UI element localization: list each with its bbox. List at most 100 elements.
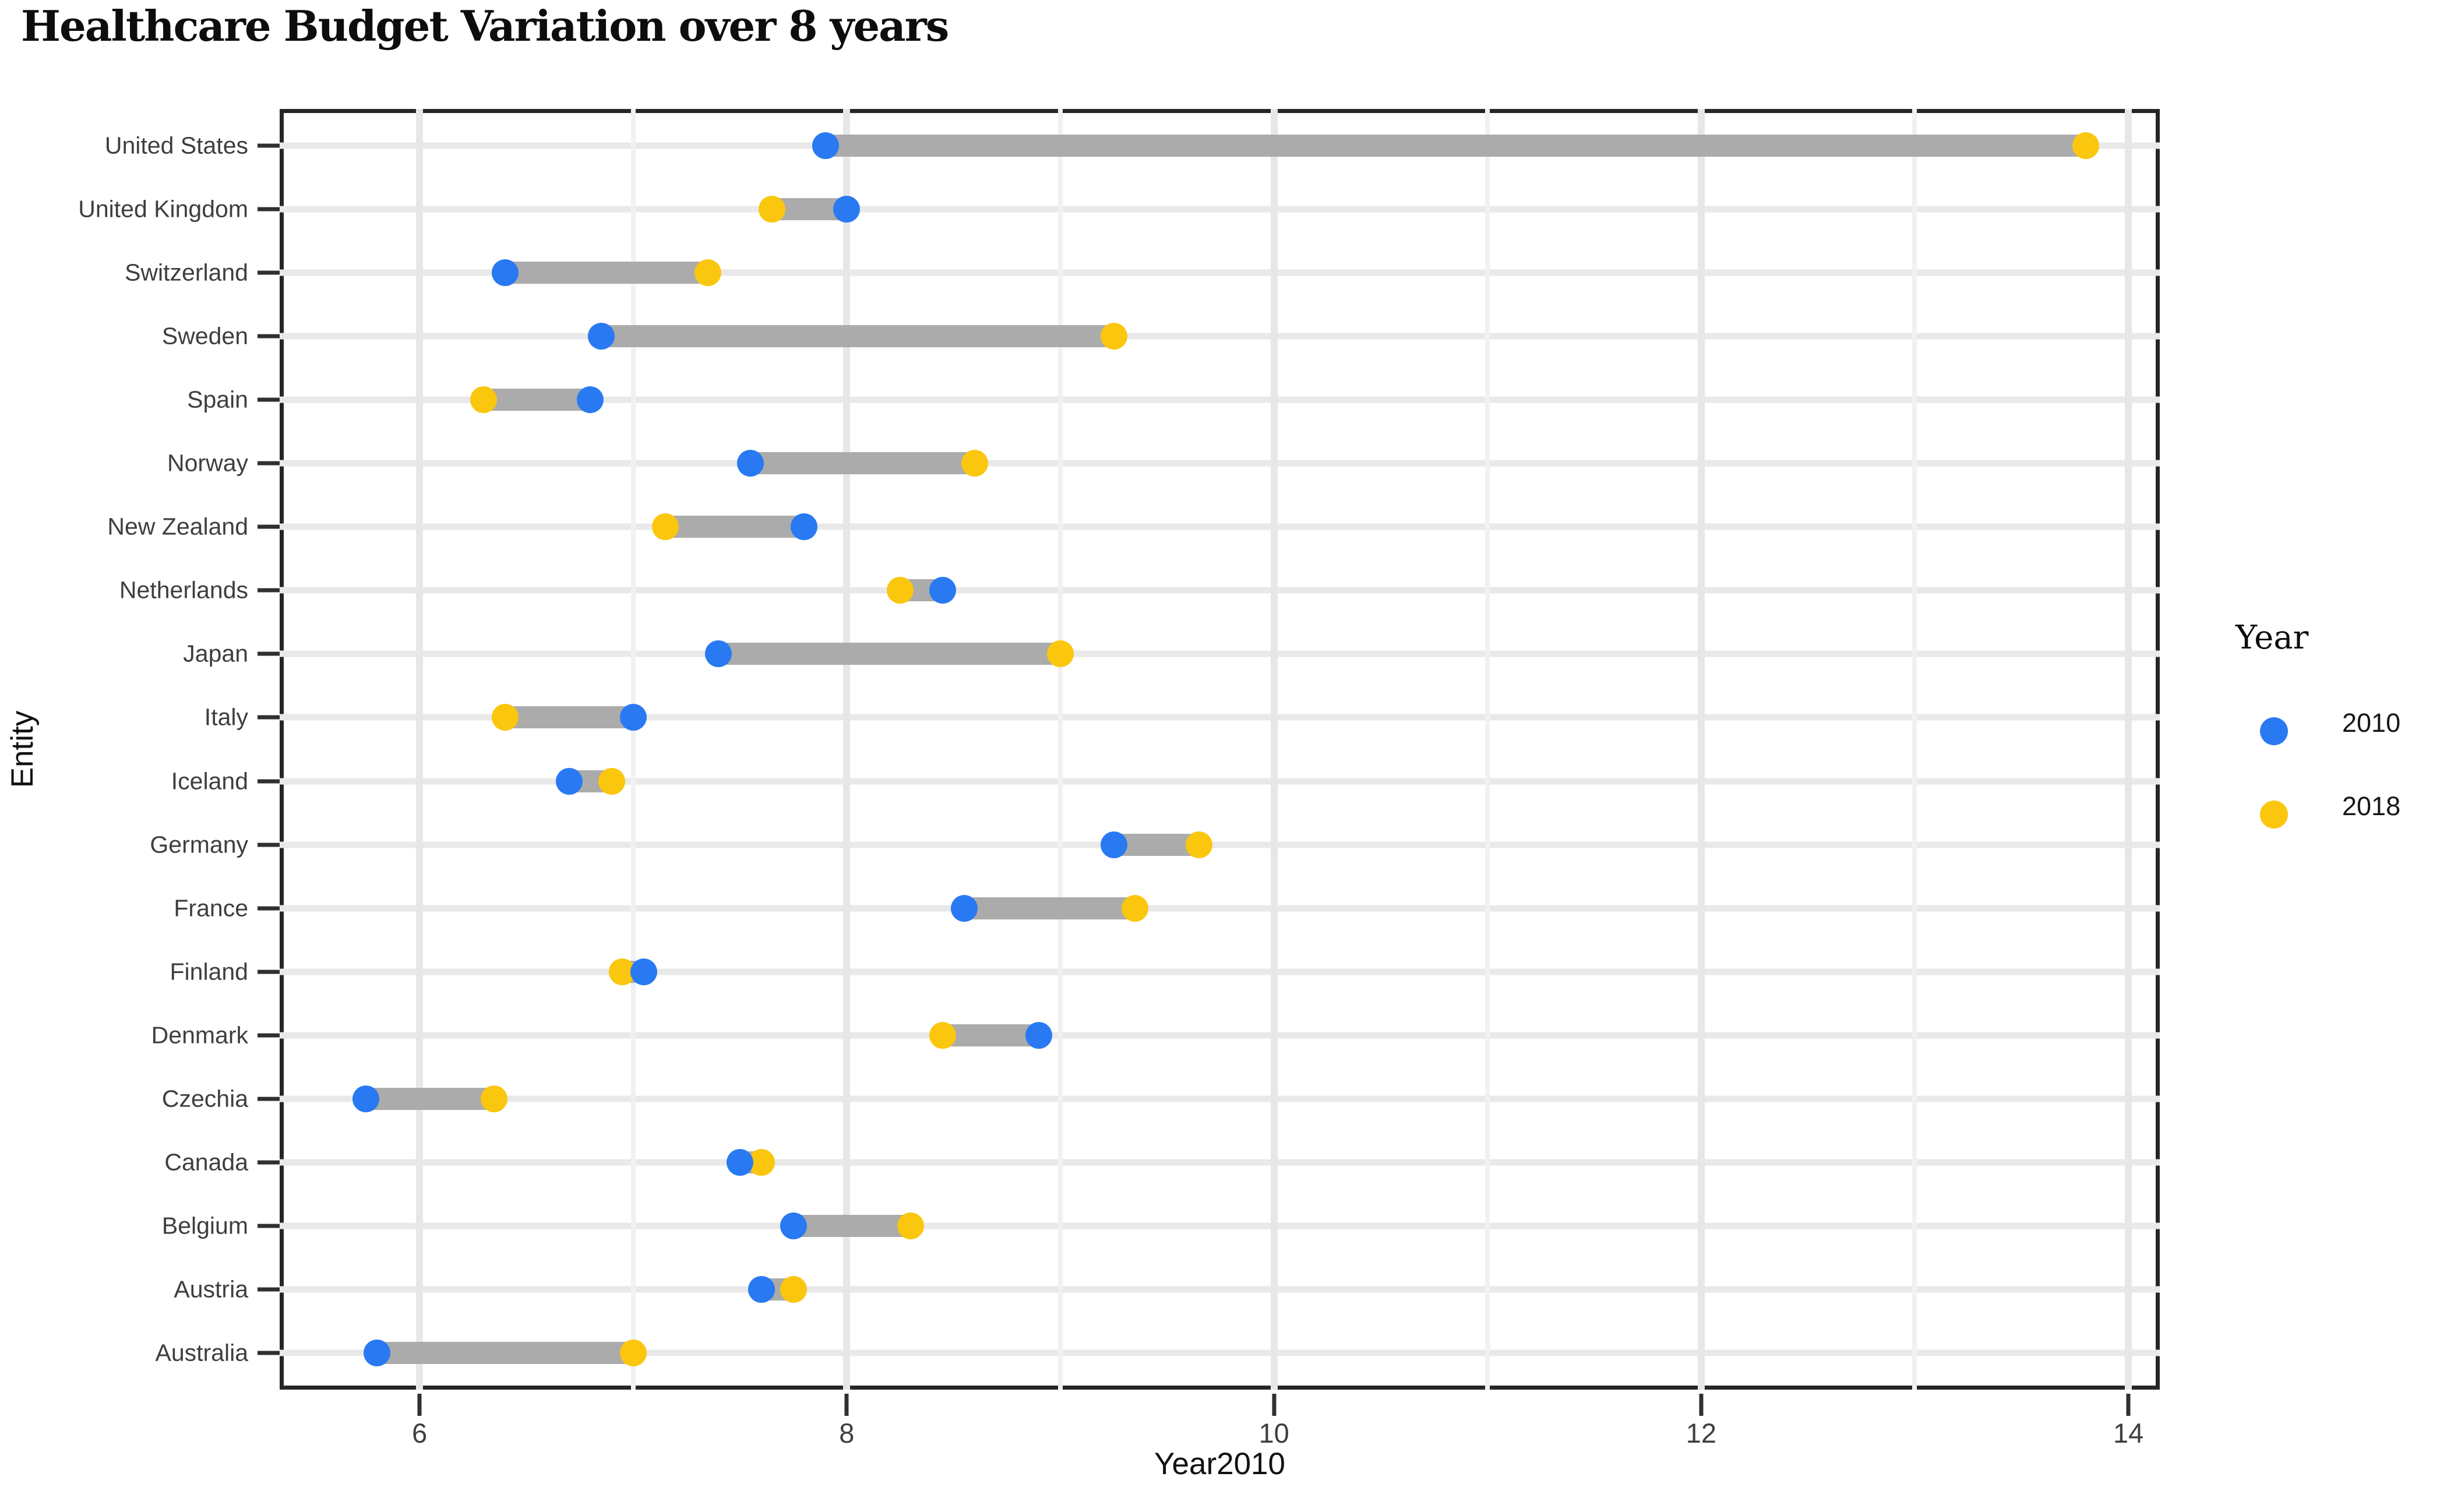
- y-axis-label: New Zealand: [107, 513, 248, 540]
- dumbbell-segment: [718, 643, 1060, 665]
- dot-2018: [897, 1212, 925, 1239]
- dot-2010: [812, 132, 839, 159]
- y-axis-label: France: [174, 894, 248, 922]
- legend-item-label: 2018: [2342, 791, 2401, 821]
- x-axis: 6 8 10 12 14: [280, 1394, 2160, 1487]
- y-axis-label: Spain: [187, 386, 248, 413]
- x-axis-tick-label: 8: [839, 1418, 855, 1448]
- row-gridline: [280, 587, 2160, 594]
- legend-dot-2018: [2260, 801, 2288, 829]
- dot-2010: [748, 1275, 775, 1303]
- y-axis-label: Italy: [204, 703, 248, 731]
- y-axis-label: Sweden: [161, 322, 248, 350]
- y-axis-title: Entity: [5, 672, 40, 788]
- dot-2010: [833, 196, 861, 223]
- y-axis-tick: [258, 970, 280, 974]
- y-axis-label: Germany: [150, 831, 248, 858]
- chart-title: Healthcare Budget Variation over 8 years: [21, 1, 949, 51]
- dot-2018: [491, 704, 519, 731]
- y-axis-label: United Kingdom: [78, 195, 248, 223]
- dot-2018: [929, 1021, 957, 1049]
- dumbbell-segment: [665, 516, 805, 538]
- dot-2018: [780, 1275, 807, 1303]
- x-axis-tick: [417, 1394, 422, 1416]
- y-axis-label: Japan: [183, 640, 248, 667]
- dot-2010: [780, 1212, 807, 1239]
- dumbbell-segment: [825, 135, 2086, 157]
- dot-2010: [737, 450, 764, 477]
- y-axis-tick: [258, 1160, 280, 1165]
- row-gridline: [280, 841, 2160, 848]
- row-gridline: [280, 396, 2160, 403]
- row-gridline: [280, 1286, 2160, 1293]
- major-gridline: [1697, 109, 1705, 1390]
- row-gridline: [280, 1159, 2160, 1166]
- y-axis-label: Norway: [167, 449, 248, 477]
- y-axis-ticks: [258, 109, 280, 1390]
- y-axis-tick: [258, 1033, 280, 1038]
- x-axis-tick: [2126, 1394, 2131, 1416]
- y-axis-tick: [258, 1351, 280, 1355]
- y-axis-tick: [258, 397, 280, 402]
- y-axis-tick: [258, 207, 280, 212]
- row-gridline: [280, 1032, 2160, 1039]
- x-axis-tick: [844, 1394, 849, 1416]
- dumbbell-segment: [943, 1024, 1039, 1046]
- dot-2010: [791, 513, 818, 541]
- dumbbell-segment: [376, 1342, 633, 1364]
- row-gridline: [280, 523, 2160, 530]
- y-axis-label: Canada: [164, 1148, 248, 1176]
- dot-2018: [651, 513, 679, 541]
- y-axis-tick: [258, 1224, 280, 1228]
- row-gridline: [280, 460, 2160, 467]
- plot-area: [280, 109, 2160, 1390]
- dumbbell-segment: [1113, 833, 1200, 856]
- y-axis-tick: [258, 270, 280, 275]
- dot-2018: [619, 1340, 647, 1366]
- y-axis-tick: [258, 1287, 280, 1292]
- row-gridline: [280, 905, 2160, 912]
- x-axis-tick-label: 10: [1258, 1418, 1289, 1448]
- dot-2018: [759, 196, 786, 223]
- dumbbell-segment: [601, 325, 1114, 348]
- y-axis-tick: [258, 461, 280, 466]
- y-axis-label: Netherlands: [119, 576, 248, 604]
- dot-2010: [951, 894, 978, 922]
- x-axis-tick: [1699, 1394, 1704, 1416]
- dot-2018: [1047, 640, 1074, 668]
- minor-gridline: [1058, 109, 1063, 1390]
- y-axis-tick: [258, 588, 280, 593]
- minor-gridline: [1912, 109, 1917, 1390]
- minor-gridline: [1485, 109, 1490, 1390]
- dot-2010: [1025, 1021, 1053, 1049]
- y-axis-tick: [258, 843, 280, 847]
- y-axis-tick: [258, 1097, 280, 1101]
- legend-title: Year: [2236, 619, 2309, 657]
- y-axis-label: Iceland: [171, 767, 248, 795]
- dot-2018: [1122, 894, 1149, 922]
- dot-2018: [961, 450, 989, 477]
- dot-2010: [577, 386, 604, 414]
- dumbbell-segment: [505, 262, 708, 284]
- row-gridline: [280, 650, 2160, 657]
- dot-2010: [555, 767, 583, 795]
- dumbbell-segment: [366, 1087, 495, 1110]
- row-gridline: [280, 778, 2160, 785]
- x-axis-tick-label: 12: [1686, 1418, 1716, 1448]
- row-gridline: [280, 1095, 2160, 1102]
- y-axis-title-text: Entity: [5, 710, 40, 788]
- row-gridline: [280, 206, 2160, 213]
- y-axis-labels: United States United Kingdom Switzerland Sw…: [0, 109, 248, 1390]
- minor-gridline: [630, 109, 636, 1390]
- dot-2018: [1186, 831, 1213, 858]
- dot-2018: [1100, 323, 1127, 350]
- dot-2010: [352, 1085, 380, 1112]
- legend: Year 2010 2018: [2236, 619, 2445, 864]
- y-axis-label: Australia: [155, 1339, 248, 1366]
- row-gridline: [280, 333, 2160, 340]
- dot-2010: [705, 640, 732, 668]
- row-gridline: [280, 269, 2160, 276]
- y-axis-tick: [258, 524, 280, 529]
- y-axis-label: Denmark: [151, 1021, 248, 1049]
